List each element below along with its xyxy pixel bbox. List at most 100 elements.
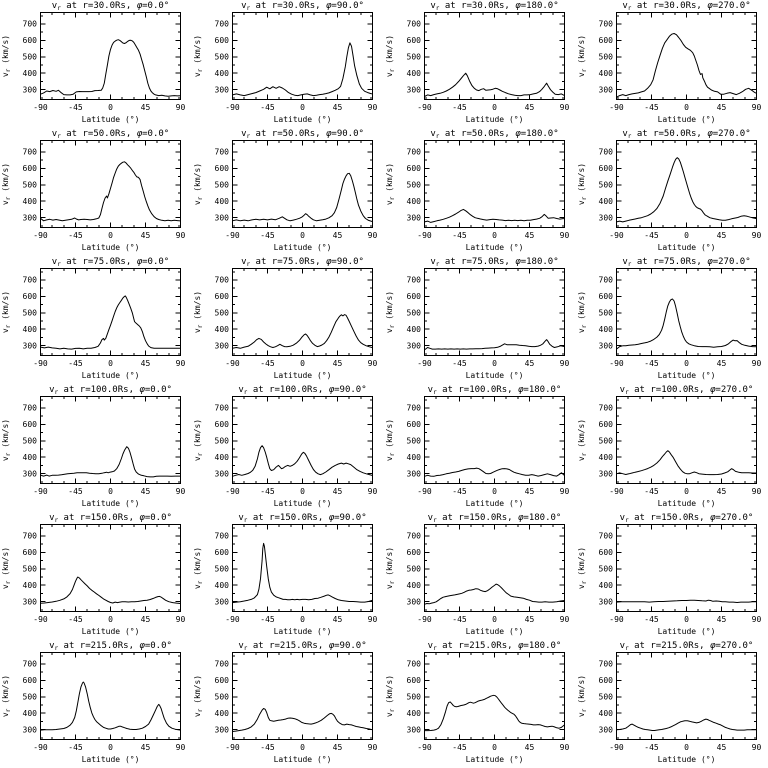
x-axis-label: Latitude (°): [466, 115, 524, 124]
y-axis-label: vr (km/s): [193, 547, 204, 589]
x-axis-label: Latitude (°): [658, 499, 716, 508]
x-tick-label: 45: [141, 231, 151, 240]
y-tick-label: 300: [599, 469, 614, 478]
panel-title: vr at r=100.0Rs, φ=90.0°: [238, 385, 366, 396]
x-tick-label: -45: [260, 743, 275, 752]
panel-title: vr at r=50.0Rs, φ=90.0°: [241, 129, 364, 140]
y-tick-label: 400: [599, 325, 614, 334]
x-axis-label: Latitude (°): [82, 755, 140, 764]
x-tick-label: 0: [108, 487, 113, 496]
axes-frame: [40, 140, 181, 228]
y-tick-label: 500: [407, 565, 422, 574]
x-tick-label: -45: [452, 615, 467, 624]
x-tick-label: 0: [492, 615, 497, 624]
x-tick-label: 45: [141, 103, 151, 112]
y-tick-label: 600: [407, 676, 422, 685]
axes-frame: [424, 652, 565, 740]
y-tick-label: 400: [215, 325, 230, 334]
axes-frame: [232, 396, 373, 484]
x-tick-label: 90: [176, 487, 186, 496]
panel-r215.0-phi270.0: -90 -45 0 45 90 300 400 500 600 700 Latitude (°) vr…: [577, 641, 761, 764]
y-axis-label: vr (km/s): [385, 163, 396, 205]
y-axis-label: vr (km/s): [1, 35, 12, 77]
x-tick-label: -45: [452, 231, 467, 240]
axes-frame: [616, 268, 757, 356]
x-tick-label: 90: [176, 359, 186, 368]
panel-r100.0-phi270.0: -90 -45 0 45 90 300 400 500 600 700 Latitude (°) vr…: [577, 385, 761, 508]
y-tick-label: 600: [23, 36, 38, 45]
y-tick-label: 600: [215, 292, 230, 301]
x-tick-label: -90: [225, 615, 240, 624]
y-tick-label: 500: [599, 565, 614, 574]
y-tick-label: 700: [407, 532, 422, 541]
x-tick-label: 0: [492, 743, 497, 752]
y-tick-label: 300: [23, 597, 38, 606]
x-tick-label: 45: [141, 615, 151, 624]
y-tick-label: 700: [215, 276, 230, 285]
data-curve: [616, 33, 757, 98]
panel-r215.0-phi0.0: -90 -45 0 45 90 300 400 500 600 700 Latitude (°) vr…: [1, 641, 185, 764]
x-tick-label: 90: [368, 487, 378, 496]
panel-r30.0-phi90.0: -90 -45 0 45 90 300 400 500 600 700 Latitude (°) vr…: [193, 1, 377, 124]
y-tick-label: 500: [215, 309, 230, 318]
panel-title: vr at r=100.0Rs, φ=0.0°: [49, 385, 172, 396]
x-axis-label: Latitude (°): [466, 371, 524, 380]
panel-title: vr at r=100.0Rs, φ=270.0°: [620, 385, 754, 396]
x-tick-label: -90: [225, 743, 240, 752]
x-tick-label: -90: [33, 103, 48, 112]
x-tick-label: -45: [260, 103, 275, 112]
y-tick-label: 400: [407, 197, 422, 206]
x-tick-label: -45: [452, 487, 467, 496]
panel-title: vr at r=215.0Rs, φ=270.0°: [620, 641, 754, 652]
y-tick-label: 400: [599, 581, 614, 590]
x-axis-label: Latitude (°): [274, 627, 332, 636]
y-tick-label: 400: [23, 197, 38, 206]
x-tick-label: 45: [525, 487, 535, 496]
x-tick-label: 0: [108, 359, 113, 368]
y-tick-label: 700: [23, 660, 38, 669]
x-tick-label: 90: [560, 743, 570, 752]
data-curve: [40, 161, 181, 222]
y-tick-label: 500: [215, 181, 230, 190]
panel-title: vr at r=50.0Rs, φ=180.0°: [430, 129, 558, 140]
x-tick-label: 0: [684, 487, 689, 496]
data-curve: [40, 446, 181, 478]
x-tick-label: -90: [609, 103, 624, 112]
panel-title: vr at r=30.0Rs, φ=270.0°: [622, 1, 750, 12]
x-tick-label: -90: [417, 359, 432, 368]
x-tick-label: 45: [333, 231, 343, 240]
y-tick-label: 700: [599, 660, 614, 669]
data-curve: [232, 42, 373, 97]
x-tick-label: 0: [492, 231, 497, 240]
x-axis-label: Latitude (°): [274, 243, 332, 252]
x-tick-label: -45: [644, 487, 659, 496]
x-tick-label: 45: [717, 231, 727, 240]
x-tick-label: 45: [333, 743, 343, 752]
y-tick-label: 400: [23, 709, 38, 718]
y-tick-label: 700: [599, 532, 614, 541]
x-tick-label: 45: [141, 359, 151, 368]
y-tick-label: 400: [215, 69, 230, 78]
panel-title: vr at r=150.0Rs, φ=180.0°: [428, 513, 562, 524]
x-tick-label: 45: [333, 103, 343, 112]
y-tick-label: 500: [407, 437, 422, 446]
x-tick-label: 45: [717, 103, 727, 112]
y-tick-label: 300: [215, 597, 230, 606]
y-tick-label: 600: [23, 676, 38, 685]
axes-frame: [232, 524, 373, 612]
x-axis-label: Latitude (°): [658, 627, 716, 636]
x-tick-label: 90: [560, 615, 570, 624]
x-tick-label: -90: [417, 103, 432, 112]
data-curve: [616, 599, 757, 603]
y-tick-label: 500: [215, 437, 230, 446]
y-axis-label: vr (km/s): [385, 35, 396, 77]
y-tick-label: 600: [23, 164, 38, 173]
x-tick-label: -90: [225, 487, 240, 496]
x-tick-label: 45: [525, 103, 535, 112]
x-tick-label: 0: [300, 359, 305, 368]
x-tick-label: 45: [525, 615, 535, 624]
axes-frame: [424, 524, 565, 612]
axes-frame: [232, 140, 373, 228]
x-tick-label: -90: [609, 487, 624, 496]
data-curve: [40, 295, 181, 350]
